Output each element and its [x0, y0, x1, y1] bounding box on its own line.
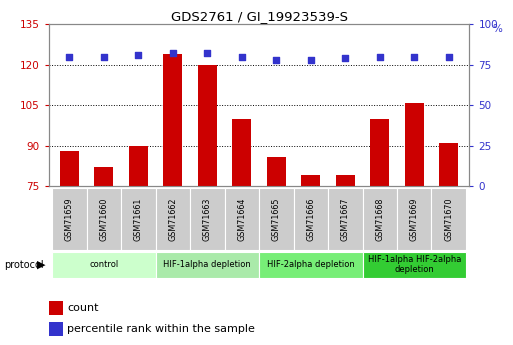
Bar: [155, 188, 190, 250]
Text: GSM71664: GSM71664: [238, 197, 246, 241]
Bar: [49, 301, 63, 315]
Point: [134, 52, 143, 58]
Bar: [225, 188, 259, 250]
Bar: [94, 167, 113, 186]
Text: HIF-1alpha HIF-2alpha
depletion: HIF-1alpha HIF-2alpha depletion: [367, 255, 461, 275]
Text: GSM71665: GSM71665: [272, 197, 281, 241]
Text: protocol: protocol: [4, 260, 44, 270]
Bar: [363, 188, 397, 250]
Text: control: control: [89, 260, 119, 269]
Text: percentile rank within the sample: percentile rank within the sample: [67, 324, 255, 334]
Bar: [301, 176, 320, 186]
Bar: [439, 143, 458, 186]
Bar: [232, 119, 251, 186]
Text: GSM71663: GSM71663: [203, 197, 212, 241]
Bar: [363, 252, 466, 278]
Bar: [267, 157, 286, 186]
Bar: [163, 54, 182, 186]
Title: GDS2761 / GI_19923539-S: GDS2761 / GI_19923539-S: [170, 10, 348, 23]
Point: [445, 54, 453, 59]
Text: GSM71669: GSM71669: [410, 197, 419, 241]
Bar: [198, 65, 217, 186]
Text: GSM71660: GSM71660: [100, 197, 108, 241]
Point: [410, 54, 418, 59]
Bar: [328, 188, 363, 250]
Bar: [431, 188, 466, 250]
Bar: [52, 188, 87, 250]
Bar: [397, 188, 431, 250]
Point: [100, 54, 108, 59]
Point: [238, 54, 246, 59]
Text: GSM71670: GSM71670: [444, 197, 453, 241]
Text: GSM71666: GSM71666: [306, 197, 315, 241]
Text: HIF-1alpha depletion: HIF-1alpha depletion: [164, 260, 251, 269]
Bar: [155, 252, 259, 278]
Text: ▶: ▶: [36, 260, 45, 270]
Point: [376, 54, 384, 59]
Bar: [49, 322, 63, 336]
Point: [272, 57, 281, 62]
Point: [307, 57, 315, 62]
Bar: [129, 146, 148, 186]
Text: GSM71661: GSM71661: [134, 197, 143, 241]
Text: GSM71668: GSM71668: [375, 197, 384, 241]
Text: count: count: [67, 303, 98, 313]
Text: HIF-2alpha depletion: HIF-2alpha depletion: [267, 260, 354, 269]
Point: [169, 51, 177, 56]
Bar: [259, 252, 363, 278]
Bar: [293, 188, 328, 250]
Text: GSM71659: GSM71659: [65, 197, 74, 241]
Bar: [52, 252, 155, 278]
Bar: [259, 188, 293, 250]
Bar: [87, 188, 121, 250]
Bar: [336, 176, 355, 186]
Text: GSM71662: GSM71662: [168, 197, 177, 241]
Bar: [190, 188, 225, 250]
Bar: [405, 102, 424, 186]
Point: [203, 51, 211, 56]
Text: %: %: [492, 24, 502, 34]
Text: GSM71667: GSM71667: [341, 197, 350, 241]
Point: [65, 54, 73, 59]
Bar: [370, 119, 389, 186]
Point: [341, 56, 349, 61]
Bar: [121, 188, 155, 250]
Bar: [60, 151, 79, 186]
